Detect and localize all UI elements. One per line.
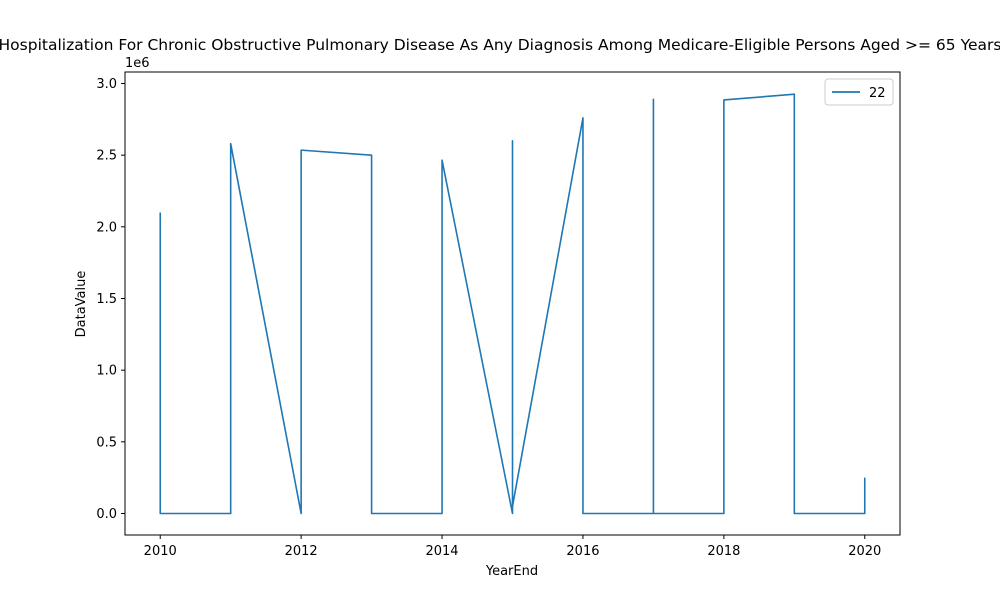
chart-title: Hospitalization For Chronic Obstructive … xyxy=(0,36,1000,54)
legend-entry-label: 22 xyxy=(869,86,886,101)
y-tick-label: 1.5 xyxy=(96,292,117,307)
y-axis-offset-label: 1e6 xyxy=(125,56,150,71)
y-tick-label: 2.0 xyxy=(96,220,117,235)
y-tick-label: 3.0 xyxy=(96,77,117,92)
y-tick-label: 0.0 xyxy=(96,507,117,522)
x-tick-label: 2018 xyxy=(707,544,740,559)
y-tick-label: 2.5 xyxy=(96,149,117,164)
x-axis: 2010 2012 2014 2016 2018 2020 xyxy=(144,535,881,559)
x-tick-label: 2012 xyxy=(285,544,318,559)
x-tick-label: 2010 xyxy=(144,544,177,559)
legend: 22 xyxy=(824,78,894,106)
y-axis: 0.0 0.5 1.0 1.5 2.0 2.5 3.0 xyxy=(96,77,125,522)
x-tick-label: 2020 xyxy=(848,544,881,559)
series-line xyxy=(159,93,866,515)
x-tick-label: 2016 xyxy=(566,544,599,559)
y-tick-label: 1.0 xyxy=(96,364,117,379)
y-tick-label: 0.5 xyxy=(96,435,117,450)
plot-area xyxy=(124,71,901,536)
y-axis-label: DataValue xyxy=(74,271,89,338)
x-tick-label: 2014 xyxy=(425,544,458,559)
x-axis-label: YearEnd xyxy=(485,564,538,579)
